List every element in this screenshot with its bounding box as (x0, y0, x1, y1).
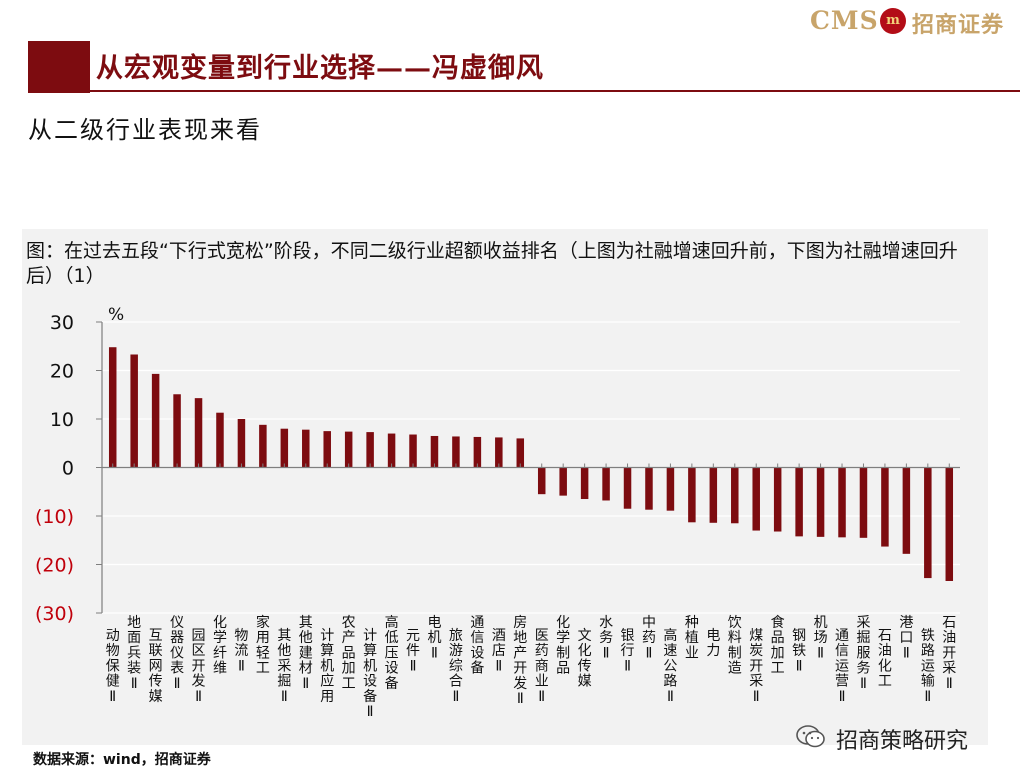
title-accent-block (28, 41, 90, 93)
wechat-icon (796, 725, 825, 748)
logo-cms-text: CMS (810, 6, 879, 35)
data-source-note: 数据来源：wind，招商证券 (33, 752, 211, 768)
wechat-watermark: 招商策略研究 (796, 722, 1006, 754)
company-logo: CMS m 招商证券 (810, 6, 1015, 38)
slide-subtitle: 从二级行业表现来看 (28, 116, 262, 144)
title-divider (28, 90, 1020, 92)
chart-caption: 图：在过去五段“下行式宽松”阶段，不同二级行业超额收益排名（上图为社融增速回升前… (26, 240, 958, 287)
watermark-text: 招商策略研究 (836, 729, 969, 754)
slide-title: 从宏观变量到行业选择——冯虚御风 (96, 53, 544, 84)
logo-company-name: 招商证券 (912, 12, 1005, 38)
logo-badge-icon: m (880, 8, 906, 34)
chart-panel (22, 229, 988, 745)
